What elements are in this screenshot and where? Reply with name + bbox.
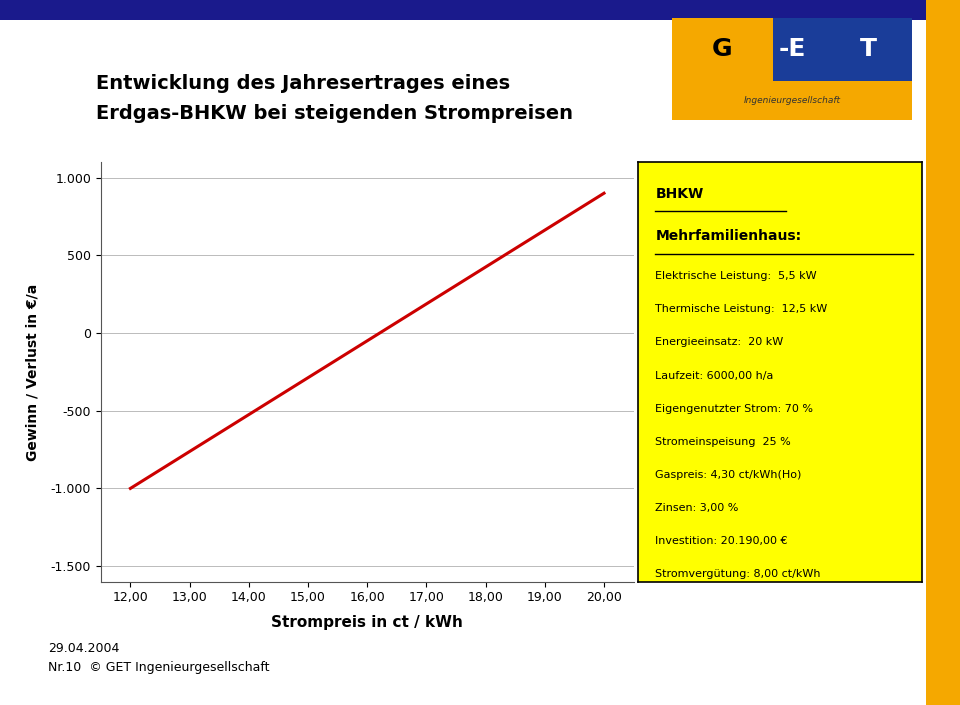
Text: -E: -E <box>779 37 805 61</box>
Text: G: G <box>712 37 732 61</box>
Text: Mehrfamilienhaus:: Mehrfamilienhaus: <box>656 229 802 243</box>
X-axis label: Strompreis in ct / kWh: Strompreis in ct / kWh <box>272 615 463 630</box>
Bar <box>672 81 912 120</box>
Text: Stromvergütung: 8,00 ct/kWh: Stromvergütung: 8,00 ct/kWh <box>656 570 821 580</box>
Text: Elektrische Leistung:  5,5 kW: Elektrische Leistung: 5,5 kW <box>656 271 817 281</box>
Text: Nr.10  © GET Ingenieurgesellschaft: Nr.10 © GET Ingenieurgesellschaft <box>48 661 270 673</box>
Text: Eigengenutzter Strom: 70 %: Eigengenutzter Strom: 70 % <box>656 404 813 414</box>
Text: Erdgas-BHKW bei steigenden Strompreisen: Erdgas-BHKW bei steigenden Strompreisen <box>96 104 573 123</box>
Text: Thermische Leistung:  12,5 kW: Thermische Leistung: 12,5 kW <box>656 305 828 314</box>
Y-axis label: Gewinn / Verlust in €/a: Gewinn / Verlust in €/a <box>26 283 39 460</box>
Text: 29.04.2004: 29.04.2004 <box>48 642 119 654</box>
Text: Gaspreis: 4,30 ct/kWh(Ho): Gaspreis: 4,30 ct/kWh(Ho) <box>656 470 802 480</box>
Text: T: T <box>860 37 877 61</box>
Bar <box>672 18 773 81</box>
Text: Zinsen: 3,00 %: Zinsen: 3,00 % <box>656 503 739 513</box>
Text: Stromeinspeisung  25 %: Stromeinspeisung 25 % <box>656 437 791 447</box>
Text: Entwicklung des Jahresertrages eines: Entwicklung des Jahresertrages eines <box>96 74 510 93</box>
Text: BHKW: BHKW <box>656 188 704 202</box>
Bar <box>773 18 912 81</box>
Text: Laufzeit: 6000,00 h/a: Laufzeit: 6000,00 h/a <box>656 371 774 381</box>
Text: Investition: 20.190,00 €: Investition: 20.190,00 € <box>656 537 788 546</box>
Text: Energieeinsatz:  20 kW: Energieeinsatz: 20 kW <box>656 338 783 348</box>
Text: Ingenieurgesellschaft: Ingenieurgesellschaft <box>743 96 841 105</box>
